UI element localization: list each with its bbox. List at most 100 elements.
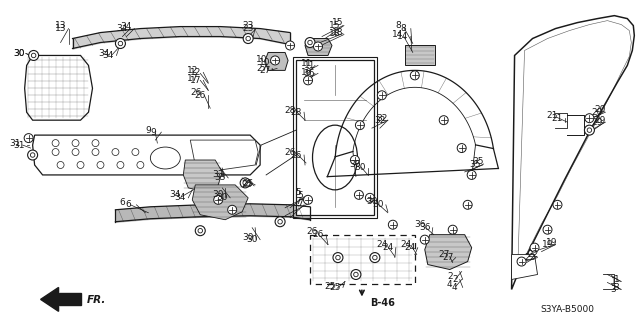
Text: 36: 36 [419,223,431,232]
Text: 13: 13 [55,21,67,30]
Text: 26: 26 [312,230,324,239]
Text: 16: 16 [301,68,313,77]
Polygon shape [33,135,260,175]
Circle shape [97,162,104,168]
Circle shape [117,162,124,168]
Text: 12: 12 [189,68,201,77]
Text: 20: 20 [595,105,606,114]
Text: 6: 6 [125,200,131,209]
Circle shape [118,41,123,46]
Circle shape [52,148,59,156]
Text: 5: 5 [297,191,303,200]
Text: 25: 25 [243,180,254,188]
Text: 31: 31 [13,140,24,149]
Circle shape [530,243,539,252]
Circle shape [92,148,99,156]
Circle shape [214,195,223,204]
Text: 33: 33 [212,171,224,180]
Text: 2: 2 [447,272,452,281]
Circle shape [351,269,361,279]
Circle shape [553,200,562,209]
Text: 24: 24 [382,243,394,252]
Text: 21: 21 [552,114,563,123]
Text: 9: 9 [145,126,151,135]
Text: 30: 30 [366,197,378,206]
Text: 22: 22 [527,250,538,259]
Polygon shape [59,293,81,305]
Circle shape [246,36,250,41]
Text: 27: 27 [442,253,453,262]
Polygon shape [190,140,258,170]
Text: 13: 13 [55,24,67,33]
Text: 23: 23 [243,21,254,30]
Circle shape [354,272,358,277]
Text: 26: 26 [291,150,301,160]
Circle shape [355,190,364,199]
Text: 9: 9 [150,128,156,137]
Circle shape [303,195,312,204]
Text: 28: 28 [291,108,301,117]
Polygon shape [405,45,435,65]
Circle shape [370,252,380,262]
Circle shape [28,150,38,160]
Text: 8: 8 [395,21,401,30]
Circle shape [275,217,285,227]
Circle shape [271,56,280,65]
Circle shape [517,257,526,266]
Text: S3YA-B5000: S3YA-B5000 [540,305,595,314]
Text: 32: 32 [374,116,385,125]
Text: 29: 29 [595,116,606,125]
Text: 30: 30 [372,200,383,209]
Text: 16: 16 [304,69,316,78]
Circle shape [278,220,282,224]
Text: 30: 30 [354,164,365,172]
Text: 27: 27 [259,66,271,75]
Circle shape [24,134,33,143]
Circle shape [587,128,591,132]
Circle shape [585,114,594,123]
Circle shape [132,148,139,156]
Polygon shape [305,38,332,55]
Ellipse shape [150,147,180,169]
Text: 24: 24 [376,240,387,249]
Text: 3: 3 [614,283,620,292]
Circle shape [333,252,343,262]
Circle shape [30,153,35,157]
Text: B-46: B-46 [370,298,395,308]
Text: 30: 30 [243,233,254,242]
Text: 27: 27 [438,250,449,259]
Text: 35: 35 [469,160,481,170]
Text: 20: 20 [592,108,603,117]
Circle shape [303,76,312,85]
Text: 29: 29 [592,118,603,127]
Polygon shape [40,287,59,311]
Text: 26: 26 [284,148,296,156]
Circle shape [137,162,144,168]
Circle shape [365,193,374,202]
Text: 6: 6 [120,198,125,207]
Text: 7: 7 [295,197,301,206]
Text: 34: 34 [121,22,132,31]
Circle shape [420,235,429,244]
Text: 3: 3 [611,285,616,294]
Circle shape [52,140,59,147]
Text: 12: 12 [187,66,198,75]
Circle shape [112,148,119,156]
Text: 34: 34 [116,24,128,33]
Text: 1: 1 [614,275,620,284]
Polygon shape [192,185,248,220]
Text: 25: 25 [329,283,340,292]
Circle shape [72,148,79,156]
Text: 34: 34 [98,49,109,58]
Text: 17: 17 [186,74,198,83]
Ellipse shape [312,125,357,190]
Polygon shape [25,55,93,120]
Circle shape [308,40,312,45]
Circle shape [448,225,457,234]
Polygon shape [183,160,222,192]
Text: 4: 4 [452,283,458,292]
Text: 21: 21 [547,111,558,120]
Circle shape [77,162,84,168]
Bar [310,235,415,284]
Circle shape [305,37,315,47]
